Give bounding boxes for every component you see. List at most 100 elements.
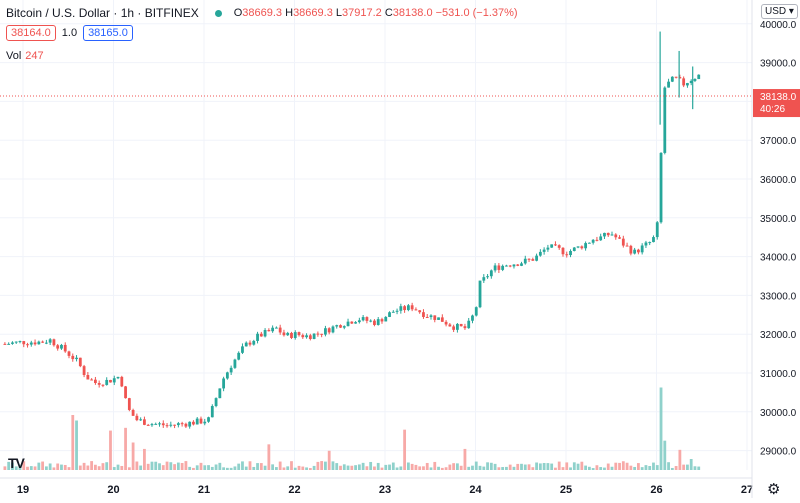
volume-bar [644,465,648,470]
candle-down [682,78,686,86]
candle-down [448,324,452,327]
volume-bar [486,462,489,470]
volume-bar [652,462,655,470]
candle-up [474,307,478,316]
volume-bar [512,466,516,470]
candle-up [584,243,588,249]
candle-down [580,246,584,249]
volume-bar [342,464,346,470]
volume-bar [180,462,184,470]
volume-bar [75,420,78,470]
candle-up [655,222,659,238]
candle-down [516,264,520,266]
candle-down [497,265,501,270]
candle-down [614,234,618,238]
candle-up [576,246,580,248]
volume-bar [584,465,588,470]
candle-up [546,247,550,250]
volume-bar [482,466,486,470]
volume-bar [561,467,565,470]
tradingview-logo-icon[interactable]: TV [8,455,25,471]
volume-bar [606,463,610,470]
volume-bar [176,462,180,470]
candle-down [433,315,437,320]
volume-bar [618,462,621,470]
candle-down [56,345,60,349]
candle-up [286,332,290,336]
y-tick-label: 40000.0 [760,20,797,31]
candle-up [44,342,48,344]
volume-bar [550,463,554,470]
currency-label: USD [765,6,787,17]
volume-bar [610,466,614,470]
candle-up [667,81,670,88]
trade-row: 38164.0 1.0 38165.0 [6,25,133,41]
candle-up [357,320,361,323]
candle-up [244,342,248,347]
chart-header: Bitcoin / U.S. Dollar · 1h · BITFINEX O3… [6,6,518,20]
candle-down [82,366,86,375]
volume-bar [41,461,45,470]
candle-down [618,237,621,239]
volume-bar [267,444,271,470]
candle-up [18,341,22,343]
symbol-title[interactable]: Bitcoin / U.S. Dollar · 1h · BITFINEX [6,6,199,20]
candle-down [678,77,682,79]
volume-bar [440,467,444,470]
volume-bar [505,466,508,470]
volume-bar [237,463,241,470]
open-value: 38669.3 [242,7,283,19]
volume-bar [369,461,373,470]
candle-down [180,423,184,425]
candle-up [603,232,606,237]
sell-button[interactable]: 38164.0 [6,25,56,41]
volume-bar [452,463,456,470]
candle-up [542,249,546,252]
volume-bar [7,461,11,470]
volume-legend[interactable]: Vol 247 [6,50,44,62]
candle-up [233,359,237,368]
candle-up [75,357,78,360]
currency-selector[interactable]: USD ▾ [761,4,798,19]
volume-bar [361,462,365,470]
candle-down [173,424,176,426]
candle-up [342,326,346,328]
gear-icon[interactable]: ⚙ [767,481,781,498]
volume-bar [184,461,188,470]
candle-up [361,317,365,321]
candle-up [670,76,674,82]
buy-button[interactable]: 38165.0 [83,25,133,41]
volume-bar [674,466,678,470]
volume-bar [327,450,331,470]
volume-bar [14,466,18,470]
candle-up [60,344,63,349]
volume-bar [667,462,670,470]
candle-up [478,280,482,308]
candle-up [587,242,591,244]
candle-down [52,339,56,346]
candle-down [297,332,301,336]
candle-down [565,254,569,256]
low-value: 37917.2 [342,7,382,19]
volume-bar [621,461,625,470]
volume-bar [546,463,550,470]
volume-bar [11,462,14,470]
candle-up [324,328,327,335]
volume-bar [60,464,63,470]
y-tick-label: 32000.0 [760,330,797,341]
high-value: 38669.3 [293,7,333,19]
candle-up [154,423,158,425]
volume-bar [165,461,169,470]
volume-bar [388,464,391,470]
candle-down [22,341,26,345]
volume-bar [308,468,312,470]
volume-label: Vol [6,50,22,62]
candle-up [686,83,689,86]
ohlc-readout: O38669.3 H38669.3 L37917.2 C38138.0 −531… [234,7,518,19]
volume-bar [33,466,37,470]
candle-up [610,234,614,236]
volume-bar [203,465,207,470]
candle-down [146,424,150,426]
